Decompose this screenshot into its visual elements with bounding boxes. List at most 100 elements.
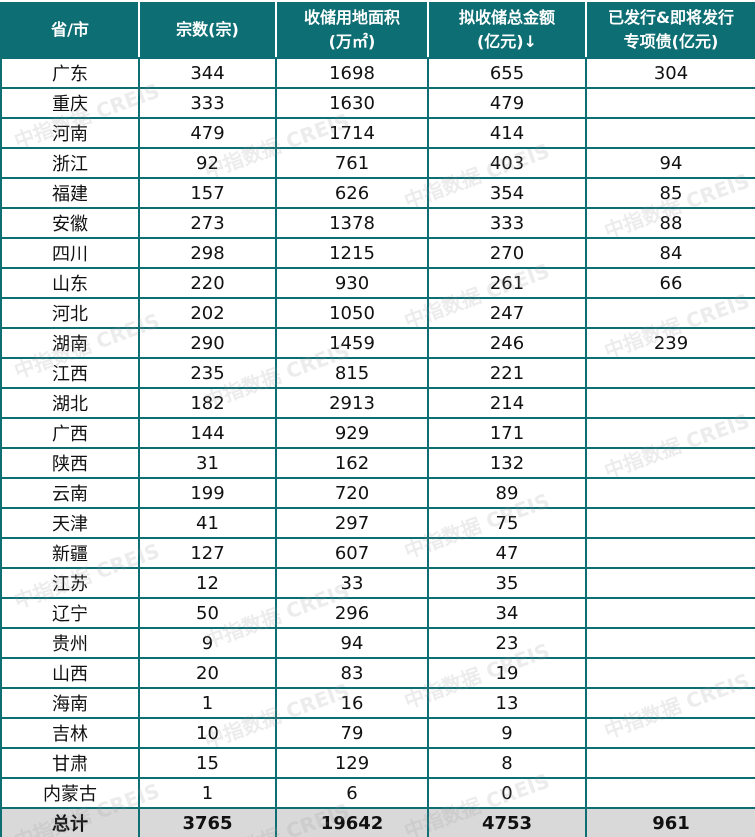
cell-bonds xyxy=(585,357,755,389)
table-row: 湖北 182 2913 214 xyxy=(0,387,755,419)
cell-count: 144 xyxy=(138,417,277,449)
cell-province: 湖北 xyxy=(0,387,140,419)
cell-area: 720 xyxy=(275,477,429,509)
cell-count: 479 xyxy=(138,117,277,149)
cell-bonds xyxy=(585,117,755,149)
cell-count: 127 xyxy=(138,537,277,569)
cell-count: 333 xyxy=(138,87,277,119)
cell-area: 79 xyxy=(275,717,429,749)
cell-area: 1215 xyxy=(275,237,429,269)
cell-amount: 0 xyxy=(427,777,587,809)
cell-bonds: 66 xyxy=(585,267,755,299)
cell-bonds xyxy=(585,447,755,479)
table-row: 海南 1 16 13 xyxy=(0,687,755,719)
cell-area: 296 xyxy=(275,597,429,629)
cell-count: 199 xyxy=(138,477,277,509)
cell-count: 202 xyxy=(138,297,277,329)
cell-province: 云南 xyxy=(0,477,140,509)
cell-province: 山东 xyxy=(0,267,140,299)
cell-bonds: 94 xyxy=(585,147,755,179)
cell-province: 海南 xyxy=(0,687,140,719)
table-row: 甘肃 15 129 8 xyxy=(0,747,755,779)
cell-province: 湖南 xyxy=(0,327,140,359)
cell-count: 182 xyxy=(138,387,277,419)
cell-count: 1 xyxy=(138,687,277,719)
table-row: 河南 479 1714 414 xyxy=(0,117,755,149)
cell-count: 235 xyxy=(138,357,277,389)
cell-amount: 171 xyxy=(427,417,587,449)
cell-area: 162 xyxy=(275,447,429,479)
header-count: 宗数(宗) xyxy=(138,0,277,59)
cell-bonds: 88 xyxy=(585,207,755,239)
cell-area: 1050 xyxy=(275,297,429,329)
table-row: 四川 298 1215 270 84 xyxy=(0,237,755,269)
cell-count: 344 xyxy=(138,57,277,89)
cell-area: 129 xyxy=(275,747,429,779)
cell-area: 626 xyxy=(275,177,429,209)
cell-province: 重庆 xyxy=(0,87,140,119)
header-area: 收储用地面积 (万㎡) xyxy=(275,0,429,59)
cell-province: 河北 xyxy=(0,297,140,329)
cell-amount: 89 xyxy=(427,477,587,509)
cell-amount: 35 xyxy=(427,567,587,599)
cell-count: 298 xyxy=(138,237,277,269)
cell-count: 157 xyxy=(138,177,277,209)
cell-province: 广西 xyxy=(0,417,140,449)
cell-area: 2913 xyxy=(275,387,429,419)
table-row: 天津 41 297 75 xyxy=(0,507,755,539)
cell-area: 33 xyxy=(275,567,429,599)
total-amount: 4753 xyxy=(427,807,587,837)
table-row: 山东 220 930 261 66 xyxy=(0,267,755,299)
cell-bonds xyxy=(585,507,755,539)
cell-bonds xyxy=(585,297,755,329)
cell-province: 贵州 xyxy=(0,627,140,659)
cell-bonds xyxy=(585,777,755,809)
cell-amount: 34 xyxy=(427,597,587,629)
table-row: 浙江 92 761 403 94 xyxy=(0,147,755,179)
total-count: 3765 xyxy=(138,807,277,837)
cell-amount: 479 xyxy=(427,87,587,119)
cell-count: 50 xyxy=(138,597,277,629)
total-bonds: 961 xyxy=(585,807,755,837)
cell-amount: 13 xyxy=(427,687,587,719)
table-row: 广西 144 929 171 xyxy=(0,417,755,449)
cell-bonds xyxy=(585,537,755,569)
cell-province: 山西 xyxy=(0,657,140,689)
cell-bonds: 84 xyxy=(585,237,755,269)
cell-bonds xyxy=(585,567,755,599)
table-row: 河北 202 1050 247 xyxy=(0,297,755,329)
header-bonds: 已发行&即将发行 专项债(亿元) xyxy=(585,0,755,59)
cell-amount: 246 xyxy=(427,327,587,359)
cell-province: 江苏 xyxy=(0,567,140,599)
table-row: 湖南 290 1459 246 239 xyxy=(0,327,755,359)
table-row: 吉林 10 79 9 xyxy=(0,717,755,749)
cell-area: 6 xyxy=(275,777,429,809)
cell-bonds: 304 xyxy=(585,57,755,89)
cell-area: 929 xyxy=(275,417,429,449)
cell-count: 10 xyxy=(138,717,277,749)
cell-province: 河南 xyxy=(0,117,140,149)
cell-area: 297 xyxy=(275,507,429,539)
total-row: 总计 3765 19642 4753 961 xyxy=(0,807,755,837)
cell-province: 江西 xyxy=(0,357,140,389)
table-row: 陕西 31 162 132 xyxy=(0,447,755,479)
cell-amount: 414 xyxy=(427,117,587,149)
cell-province: 安徽 xyxy=(0,207,140,239)
cell-province: 四川 xyxy=(0,237,140,269)
cell-province: 辽宁 xyxy=(0,597,140,629)
cell-amount: 354 xyxy=(427,177,587,209)
cell-count: 273 xyxy=(138,207,277,239)
cell-bonds xyxy=(585,387,755,419)
table-row: 福建 157 626 354 85 xyxy=(0,177,755,209)
table-row: 山西 20 83 19 xyxy=(0,657,755,689)
cell-area: 94 xyxy=(275,627,429,659)
cell-province: 天津 xyxy=(0,507,140,539)
table-row: 广东 344 1698 655 304 xyxy=(0,57,755,89)
cell-bonds xyxy=(585,657,755,689)
cell-amount: 8 xyxy=(427,747,587,779)
cell-area: 1459 xyxy=(275,327,429,359)
cell-count: 12 xyxy=(138,567,277,599)
cell-amount: 19 xyxy=(427,657,587,689)
cell-bonds xyxy=(585,687,755,719)
cell-count: 290 xyxy=(138,327,277,359)
